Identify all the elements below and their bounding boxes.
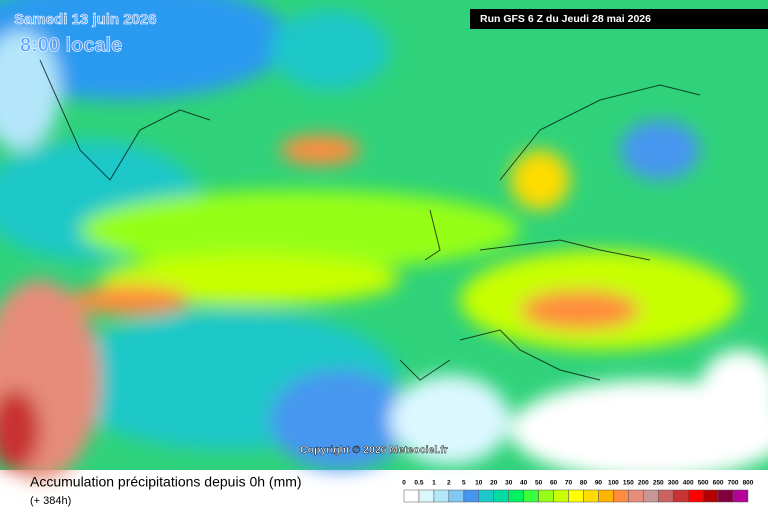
legend-swatch xyxy=(658,489,674,503)
legend-swatch xyxy=(687,489,704,503)
time: 8:00 locale xyxy=(20,34,122,56)
copyright: Copyright © 2026 Meteociel.fr xyxy=(300,444,448,456)
legend-tick: 90 xyxy=(595,480,603,487)
legend-swatch xyxy=(732,489,749,503)
run-box xyxy=(470,9,768,29)
legend-tick: 800 xyxy=(743,480,754,487)
legend-swatch xyxy=(523,489,539,503)
date: Samedi 13 juin 2026 xyxy=(14,11,157,28)
legend-tick: 0 xyxy=(402,480,406,487)
legend-tick: 0.5 xyxy=(414,480,423,487)
legend-swatch xyxy=(403,489,420,503)
run: Run GFS 6 Z du Jeudi 28 mai 2026 xyxy=(480,13,651,25)
map xyxy=(0,0,768,480)
legend-tick: 300 xyxy=(668,480,679,487)
legend-swatch xyxy=(508,489,524,503)
legend-scale: 0 0.5 1 2 5 10 20 30 40 50 60 70 80 90 100 150 200 250 300… xyxy=(402,480,754,503)
legend-swatch xyxy=(628,489,644,503)
legend-swatch xyxy=(538,489,554,503)
legend-tick: 70 xyxy=(565,480,573,487)
legend-swatch xyxy=(583,489,599,503)
legend-tick: 100 xyxy=(608,480,619,487)
legend-swatch xyxy=(717,489,734,503)
legend-tick: 80 xyxy=(580,480,588,487)
legend-tick: 200 xyxy=(638,480,649,487)
legend-swatch xyxy=(702,489,719,503)
legend-tick: 10 xyxy=(475,480,483,487)
legend-tick: 600 xyxy=(713,480,724,487)
legend-swatch xyxy=(478,489,494,503)
legend-swatch xyxy=(568,489,584,503)
legend-tick: 60 xyxy=(550,480,558,487)
legend-subtitle: (+ 384h) xyxy=(30,495,71,507)
legend-tick: 150 xyxy=(623,480,634,487)
legend-swatch xyxy=(433,489,450,503)
legend-swatch xyxy=(643,489,659,503)
legend-tick: 1 xyxy=(432,480,436,487)
legend-tick: 2 xyxy=(447,480,451,487)
legend-swatch xyxy=(553,489,569,503)
legend-tick: 40 xyxy=(520,480,528,487)
legend-swatch xyxy=(493,489,509,503)
legend-tick: 250 xyxy=(653,480,664,487)
legend-tick: 20 xyxy=(490,480,498,487)
legend-swatch xyxy=(598,489,614,503)
legend-tick: 500 xyxy=(698,480,709,487)
legend-swatch xyxy=(418,489,435,503)
legend-tick: 50 xyxy=(535,480,543,487)
legend-swatch xyxy=(448,489,465,503)
legend-swatch xyxy=(463,489,480,503)
legend-tick: 700 xyxy=(728,480,739,487)
legend-tick: 30 xyxy=(505,480,513,487)
legend-swatch xyxy=(672,489,689,503)
legend-tick: 5 xyxy=(462,480,466,487)
legend-swatch xyxy=(613,489,629,503)
legend-tick: 400 xyxy=(683,480,694,487)
legend-title: Accumulation précipitations depuis 0h (m… xyxy=(30,474,302,490)
